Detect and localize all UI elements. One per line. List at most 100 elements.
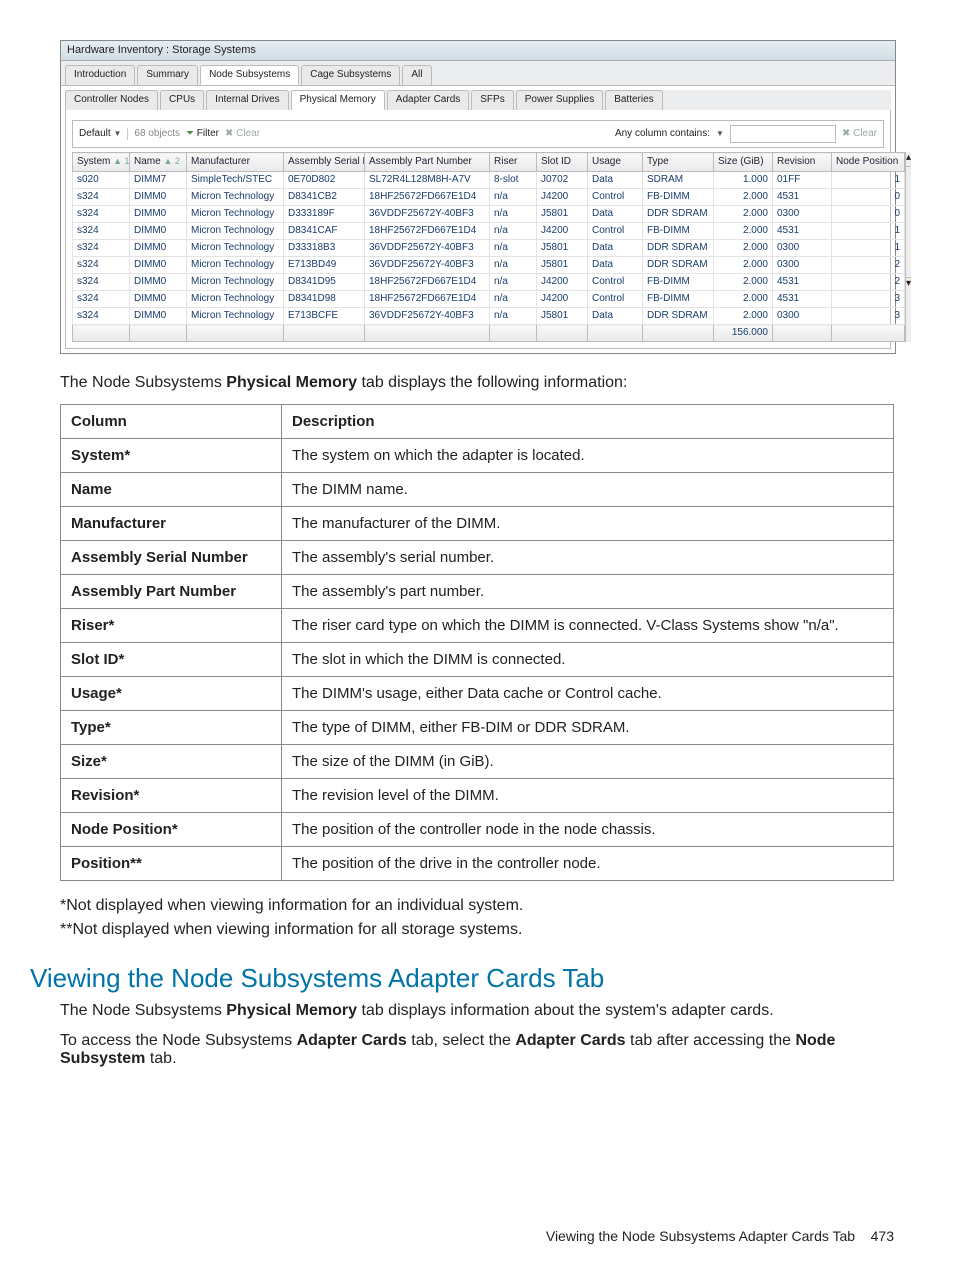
lower-tab-internal-drives[interactable]: Internal Drives bbox=[206, 90, 288, 110]
info-col-name: Riser* bbox=[61, 609, 282, 643]
grid-cell: DDR SDRAM bbox=[643, 308, 714, 325]
info-col-name: Name bbox=[61, 473, 282, 507]
info-col-desc: The DIMM's usage, either Data cache or C… bbox=[282, 677, 894, 711]
grid-header-assembly-serial-number[interactable]: Assembly Serial Number bbox=[284, 153, 365, 172]
filter-button[interactable]: ⏷ Filter bbox=[186, 128, 219, 140]
grid-footer-cell bbox=[490, 325, 537, 342]
upper-tab-cage-subsystems[interactable]: Cage Subsystems bbox=[301, 65, 400, 85]
lower-tab-physical-memory[interactable]: Physical Memory bbox=[291, 90, 385, 110]
grid-cell: SimpleTech/STEC bbox=[187, 172, 284, 189]
grid-footer-cell: 156.000 bbox=[714, 325, 773, 342]
footnote-2: **Not displayed when viewing information… bbox=[60, 921, 894, 939]
grid-header-riser[interactable]: Riser bbox=[490, 153, 537, 172]
window-titlebar: Hardware Inventory : Storage Systems bbox=[61, 41, 895, 61]
upper-tab-introduction[interactable]: Introduction bbox=[65, 65, 135, 85]
info-row: ManufacturerThe manufacturer of the DIMM… bbox=[61, 507, 894, 541]
grid-footer-cell bbox=[73, 325, 130, 342]
info-col-desc: The assembly's part number. bbox=[282, 575, 894, 609]
grid-cell: 0300 bbox=[773, 240, 832, 257]
upper-tab-all[interactable]: All bbox=[402, 65, 431, 85]
grid-cell: Control bbox=[588, 223, 643, 240]
scrollbar[interactable]: ▴ ▾ bbox=[905, 152, 911, 342]
lower-tab-adapter-cards[interactable]: Adapter Cards bbox=[387, 90, 469, 110]
grid-row[interactable]: s324DIMM0Micron TechnologyD8341CB218HF25… bbox=[73, 189, 905, 206]
grid-cell: DIMM0 bbox=[130, 308, 187, 325]
grid-row[interactable]: s324DIMM0Micron TechnologyD8341D9818HF25… bbox=[73, 291, 905, 308]
info-header-description: Description bbox=[282, 405, 894, 439]
grid-cell: n/a bbox=[490, 223, 537, 240]
info-col-desc: The slot in which the DIMM is connected. bbox=[282, 643, 894, 677]
grid-cell: DIMM0 bbox=[130, 291, 187, 308]
grid-cell: 4531 bbox=[773, 189, 832, 206]
search-input[interactable] bbox=[730, 125, 836, 143]
grid-cell: DIMM0 bbox=[130, 257, 187, 274]
grid-row[interactable]: s324DIMM0Micron TechnologyD8341D9518HF25… bbox=[73, 274, 905, 291]
scroll-up-icon[interactable]: ▴ bbox=[906, 152, 911, 167]
grid-header-node-position[interactable]: Node Position bbox=[832, 153, 905, 172]
grid-header-manufacturer[interactable]: Manufacturer bbox=[187, 153, 284, 172]
default-dropdown[interactable]: Default ▼ bbox=[79, 128, 121, 140]
info-col-desc: The riser card type on which the DIMM is… bbox=[282, 609, 894, 643]
info-row: Node Position*The position of the contro… bbox=[61, 813, 894, 847]
grid-cell: Control bbox=[588, 189, 643, 206]
clear-button-2[interactable]: ✖ Clear bbox=[842, 128, 877, 140]
grid-header-usage[interactable]: Usage bbox=[588, 153, 643, 172]
grid-cell: Data bbox=[588, 257, 643, 274]
upper-tab-summary[interactable]: Summary bbox=[137, 65, 198, 85]
info-col-name: Revision* bbox=[61, 779, 282, 813]
grid-header-size-gib-[interactable]: Size (GiB) bbox=[714, 153, 773, 172]
lower-tab-sfps[interactable]: SFPs bbox=[471, 90, 513, 110]
grid-cell: 0E70D802 bbox=[284, 172, 365, 189]
clear-button-1[interactable]: ✖ Clear bbox=[225, 128, 260, 140]
grid-row[interactable]: s324DIMM0Micron TechnologyE713BD4936VDDF… bbox=[73, 257, 905, 274]
grid-cell: s324 bbox=[73, 274, 130, 291]
grid-cell: D33318B3 bbox=[284, 240, 365, 257]
grid-cell: J0702 bbox=[537, 172, 588, 189]
page-number: 473 bbox=[871, 1228, 894, 1244]
column-description-table: Column Description System*The system on … bbox=[60, 404, 894, 881]
grid-row[interactable]: s324DIMM0Micron TechnologyD33318B336VDDF… bbox=[73, 240, 905, 257]
grid-cell: DIMM0 bbox=[130, 223, 187, 240]
grid-cell: 1.000 bbox=[714, 172, 773, 189]
lower-tab-batteries[interactable]: Batteries bbox=[605, 90, 662, 110]
grid-header-name[interactable]: Name ▲ 2 bbox=[130, 153, 187, 172]
lower-tab-cpus[interactable]: CPUs bbox=[160, 90, 204, 110]
grid-cell: 0300 bbox=[773, 308, 832, 325]
info-row: Assembly Serial NumberThe assembly's ser… bbox=[61, 541, 894, 575]
screenshot-hardware-inventory: Hardware Inventory : Storage Systems Int… bbox=[60, 40, 896, 354]
grid-cell: DIMM0 bbox=[130, 240, 187, 257]
grid-cell: 2.000 bbox=[714, 257, 773, 274]
grid-cell: 0300 bbox=[773, 206, 832, 223]
grid-cell: J5801 bbox=[537, 257, 588, 274]
grid-header-slot-id[interactable]: Slot ID bbox=[537, 153, 588, 172]
lower-tab-controller-nodes[interactable]: Controller Nodes bbox=[65, 90, 158, 110]
grid-cell: 18HF25672FD667E1D4 bbox=[365, 223, 490, 240]
info-row: Position**The position of the drive in t… bbox=[61, 847, 894, 881]
grid-row[interactable]: s324DIMM0Micron TechnologyD8341CAF18HF25… bbox=[73, 223, 905, 240]
grid-cell: n/a bbox=[490, 291, 537, 308]
grid-footer-cell bbox=[130, 325, 187, 342]
grid-cell: 0 bbox=[832, 206, 905, 223]
info-col-name: Size* bbox=[61, 745, 282, 779]
scroll-down-icon[interactable]: ▾ bbox=[906, 277, 911, 292]
grid-row[interactable]: s020DIMM7SimpleTech/STEC0E70D802SL72R4L1… bbox=[73, 172, 905, 189]
lower-tab-power-supplies[interactable]: Power Supplies bbox=[516, 90, 603, 110]
chevron-down-icon[interactable]: ▼ bbox=[716, 129, 724, 139]
objects-count: 68 objects bbox=[127, 128, 180, 140]
grid-cell: DDR SDRAM bbox=[643, 240, 714, 257]
grid-header-system[interactable]: System ▲ 1 bbox=[73, 153, 130, 172]
grid-footer-cell bbox=[187, 325, 284, 342]
grid-row[interactable]: s324DIMM0Micron TechnologyE713BCFE36VDDF… bbox=[73, 308, 905, 325]
info-col-desc: The position of the controller node in t… bbox=[282, 813, 894, 847]
grid-cell: Control bbox=[588, 291, 643, 308]
info-col-name: Slot ID* bbox=[61, 643, 282, 677]
grid-cell: J5801 bbox=[537, 308, 588, 325]
grid-header-type[interactable]: Type bbox=[643, 153, 714, 172]
grid-header-revision[interactable]: Revision bbox=[773, 153, 832, 172]
grid-header-assembly-part-number[interactable]: Assembly Part Number bbox=[365, 153, 490, 172]
grid-row[interactable]: s324DIMM0Micron TechnologyD333189F36VDDF… bbox=[73, 206, 905, 223]
upper-tab-node-subsystems[interactable]: Node Subsystems bbox=[200, 65, 299, 85]
info-col-desc: The size of the DIMM (in GiB). bbox=[282, 745, 894, 779]
info-row: Slot ID*The slot in which the DIMM is co… bbox=[61, 643, 894, 677]
grid-cell: 4531 bbox=[773, 223, 832, 240]
